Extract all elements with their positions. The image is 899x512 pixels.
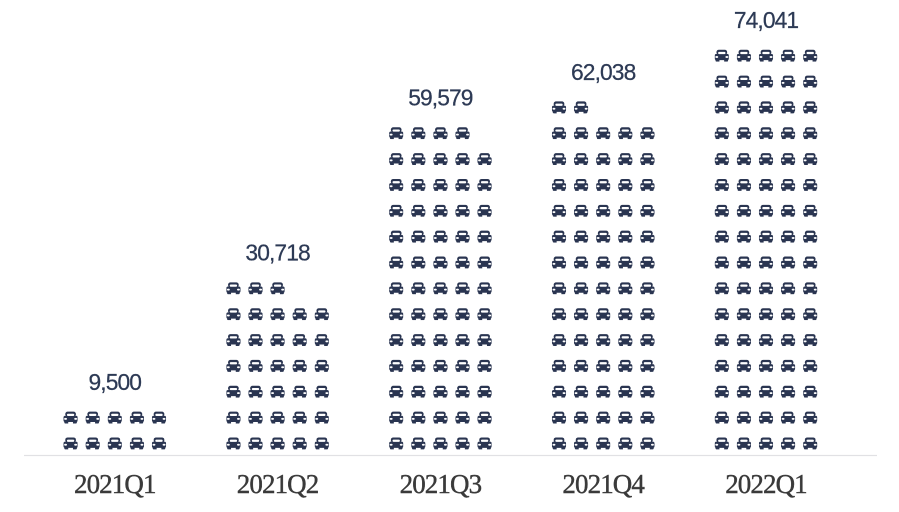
- svg-text:62,038: 62,038: [571, 59, 636, 85]
- svg-text:59,579: 59,579: [408, 85, 473, 111]
- svg-text:2021Q2: 2021Q2: [237, 469, 319, 499]
- svg-text:2021Q4: 2021Q4: [562, 469, 645, 499]
- svg-text:30,718: 30,718: [245, 240, 310, 266]
- svg-text:2021Q1: 2021Q1: [74, 469, 156, 499]
- svg-text:74,041: 74,041: [734, 7, 799, 33]
- svg-text:2022Q1: 2022Q1: [725, 469, 807, 499]
- svg-text:2021Q3: 2021Q3: [400, 469, 482, 499]
- svg-text:9,500: 9,500: [89, 369, 142, 395]
